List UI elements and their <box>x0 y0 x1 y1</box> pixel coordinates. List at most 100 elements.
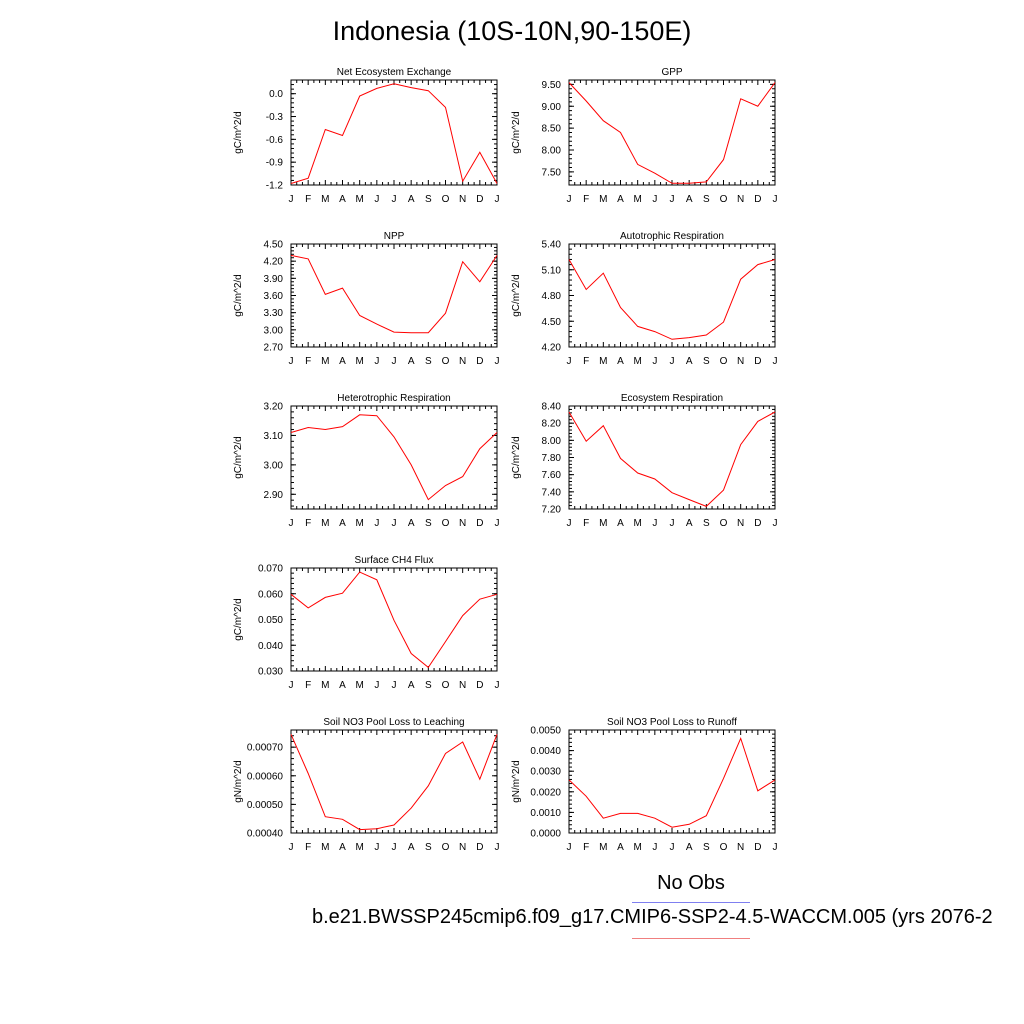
x-tick-label: J <box>495 680 500 691</box>
y-tick-label: 0.060 <box>258 589 283 600</box>
x-tick-label: S <box>425 356 432 367</box>
x-tick-label: N <box>459 680 466 691</box>
y-tick-label: 8.00 <box>542 436 562 447</box>
x-tick-label: A <box>617 842 624 853</box>
x-tick-label: J <box>289 842 294 853</box>
x-tick-label: O <box>442 194 450 205</box>
y-tick-label: 3.30 <box>264 308 284 319</box>
x-tick-label: J <box>652 194 657 205</box>
y-axis-label: gN/m^2/d <box>233 760 244 803</box>
y-tick-label: 4.20 <box>542 343 562 354</box>
x-tick-label: J <box>670 194 675 205</box>
y-axis-label: gC/m^2/d <box>511 274 522 317</box>
x-tick-label: M <box>355 356 363 367</box>
x-tick-label: D <box>476 356 483 367</box>
x-tick-label: J <box>374 356 379 367</box>
x-tick-label: J <box>652 518 657 529</box>
panel-title: NPP <box>384 231 405 242</box>
x-tick-label: O <box>442 356 450 367</box>
y-tick-label: -0.6 <box>266 135 284 146</box>
series-line <box>290 83 498 184</box>
x-tick-label: M <box>599 194 607 205</box>
x-tick-label: S <box>425 194 432 205</box>
x-tick-label: J <box>392 194 397 205</box>
x-tick-label: J <box>374 680 379 691</box>
x-tick-label: M <box>355 194 363 205</box>
y-tick-label: 0.0050 <box>530 726 561 737</box>
series-line <box>290 254 498 334</box>
x-tick-label: J <box>289 194 294 205</box>
x-tick-label: F <box>305 194 311 205</box>
plot-frame <box>290 405 498 510</box>
legend-obs-line <box>632 902 750 903</box>
x-tick-label: N <box>459 194 466 205</box>
series-line <box>568 736 776 828</box>
x-tick-label: O <box>720 356 728 367</box>
x-tick-label: A <box>339 356 346 367</box>
y-tick-label: 7.40 <box>542 487 562 498</box>
x-tick-label: O <box>442 680 450 691</box>
x-tick-label: D <box>476 518 483 529</box>
x-tick-label: F <box>305 356 311 367</box>
x-tick-label: J <box>495 842 500 853</box>
y-tick-label: 8.00 <box>542 146 562 157</box>
x-tick-label: F <box>305 680 311 691</box>
y-tick-label: 0.050 <box>258 615 283 626</box>
series-line <box>290 414 498 501</box>
x-tick-label: D <box>754 518 761 529</box>
x-tick-label: F <box>305 518 311 529</box>
x-tick-label: J <box>773 356 778 367</box>
x-tick-label: M <box>633 356 641 367</box>
x-tick-label: J <box>670 356 675 367</box>
panel-title: Heterotrophic Respiration <box>337 393 450 404</box>
x-tick-label: M <box>321 680 329 691</box>
y-tick-label: 4.50 <box>542 317 562 328</box>
y-axis-label: gC/m^2/d <box>511 111 522 154</box>
x-tick-label: M <box>599 356 607 367</box>
x-tick-label: J <box>374 194 379 205</box>
y-tick-label: 0.00050 <box>247 800 284 811</box>
x-tick-label: D <box>754 356 761 367</box>
x-tick-label: D <box>754 842 761 853</box>
x-tick-label: A <box>408 356 415 367</box>
y-tick-label: 3.00 <box>264 325 284 336</box>
panel-title: Net Ecosystem Exchange <box>337 67 452 78</box>
x-tick-label: F <box>583 194 589 205</box>
x-tick-label: M <box>321 842 329 853</box>
y-tick-label: 0.040 <box>258 641 283 652</box>
x-tick-label: A <box>339 518 346 529</box>
x-tick-label: S <box>703 518 710 529</box>
y-tick-label: 9.00 <box>542 102 562 113</box>
x-tick-label: F <box>583 518 589 529</box>
y-tick-label: 7.50 <box>542 167 562 178</box>
x-tick-label: A <box>408 842 415 853</box>
legend-case-line <box>632 938 750 939</box>
y-tick-label: 3.60 <box>264 291 284 302</box>
series-line <box>568 82 776 184</box>
y-tick-label: 0.0030 <box>530 767 561 778</box>
x-tick-label: S <box>425 842 432 853</box>
y-axis-label: gC/m^2/d <box>233 111 244 154</box>
x-tick-label: A <box>686 842 693 853</box>
x-tick-label: A <box>617 194 624 205</box>
x-tick-label: M <box>355 842 363 853</box>
x-tick-label: S <box>703 194 710 205</box>
x-tick-label: A <box>686 356 693 367</box>
x-tick-label: J <box>495 518 500 529</box>
y-tick-label: -0.3 <box>266 112 284 123</box>
x-tick-label: S <box>425 518 432 529</box>
plot-frame <box>568 405 776 510</box>
x-tick-label: J <box>773 518 778 529</box>
y-tick-label: 0.0040 <box>530 746 561 757</box>
x-tick-label: J <box>652 842 657 853</box>
x-tick-label: N <box>459 356 466 367</box>
x-tick-label: J <box>567 518 572 529</box>
y-tick-label: 0.00070 <box>247 743 284 754</box>
x-tick-label: A <box>339 842 346 853</box>
x-tick-label: D <box>754 194 761 205</box>
x-tick-label: S <box>703 842 710 853</box>
x-tick-label: M <box>321 194 329 205</box>
y-tick-label: 7.20 <box>542 505 562 516</box>
